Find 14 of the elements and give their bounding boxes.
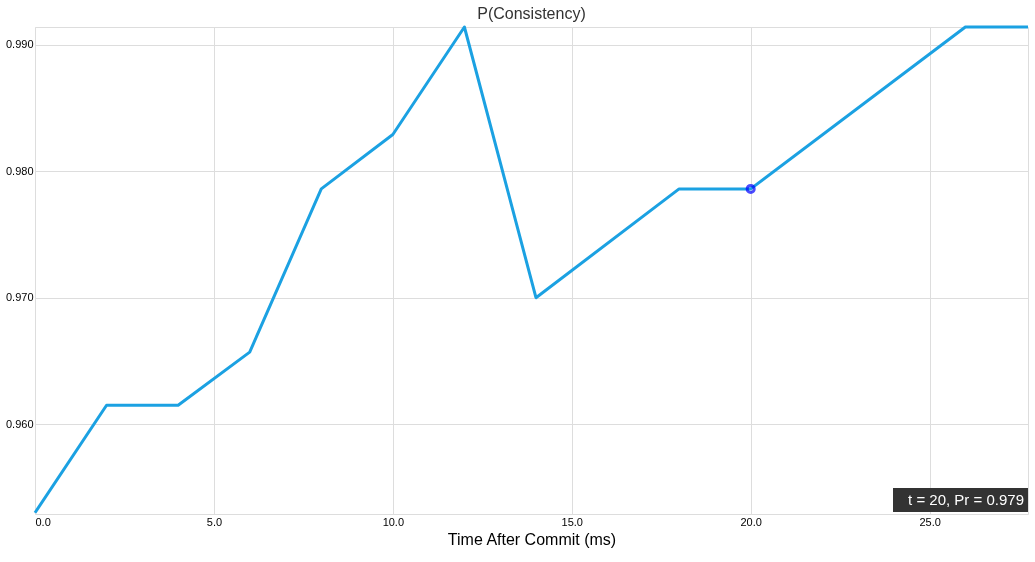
x-tick-label: 0.0 — [35, 515, 51, 528]
chart-title: P(Consistency) — [477, 4, 586, 22]
line-series — [33, 25, 1030, 515]
annotation: t = 20, Pr = 0.979 — [908, 491, 1024, 508]
y-tick-label: 0.960 — [5, 417, 34, 430]
x-tick-label: 25.0 — [919, 515, 941, 528]
y-tick-label: 0.990 — [5, 38, 34, 51]
x-tick-label: 20.0 — [740, 515, 762, 528]
x-tick-label: 15.0 — [561, 515, 583, 528]
y-tick-label: 0.970 — [5, 291, 34, 304]
y-tick-label: 0.980 — [5, 164, 34, 177]
x-tick-label: 10.0 — [382, 515, 405, 528]
x-axis-title: Time After Commit (ms) — [447, 530, 617, 548]
x-tick-label: 5.0 — [206, 515, 223, 528]
